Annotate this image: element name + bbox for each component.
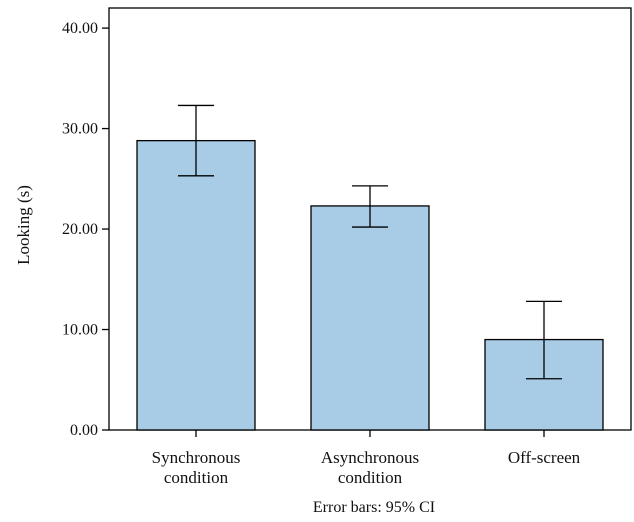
y-tick-label: 40.00 [62,20,98,37]
y-axis-ticks: 0.00 10.00 20.00 30.00 40.00 [62,20,109,439]
y-tick-label: 20.00 [62,221,98,238]
y-tick-label: 30.00 [62,121,98,138]
x-category-label: Asynchronous condition [321,448,419,487]
bar [136,139,256,431]
bars [136,139,604,431]
bar [310,205,430,431]
x-axis-category-labels: Synchronous condition Asynchronous conditio… [152,430,581,487]
y-axis-title: Looking (s) [14,185,33,265]
y-tick-label: 10.00 [62,322,98,339]
x-category-label: Synchronous condition [152,448,241,487]
y-tick-label: 0.00 [70,422,98,439]
error-bars [178,104,562,380]
x-category-label: Off-screen [508,448,581,467]
error-bar-caption: Error bars: 95% CI [313,499,435,516]
